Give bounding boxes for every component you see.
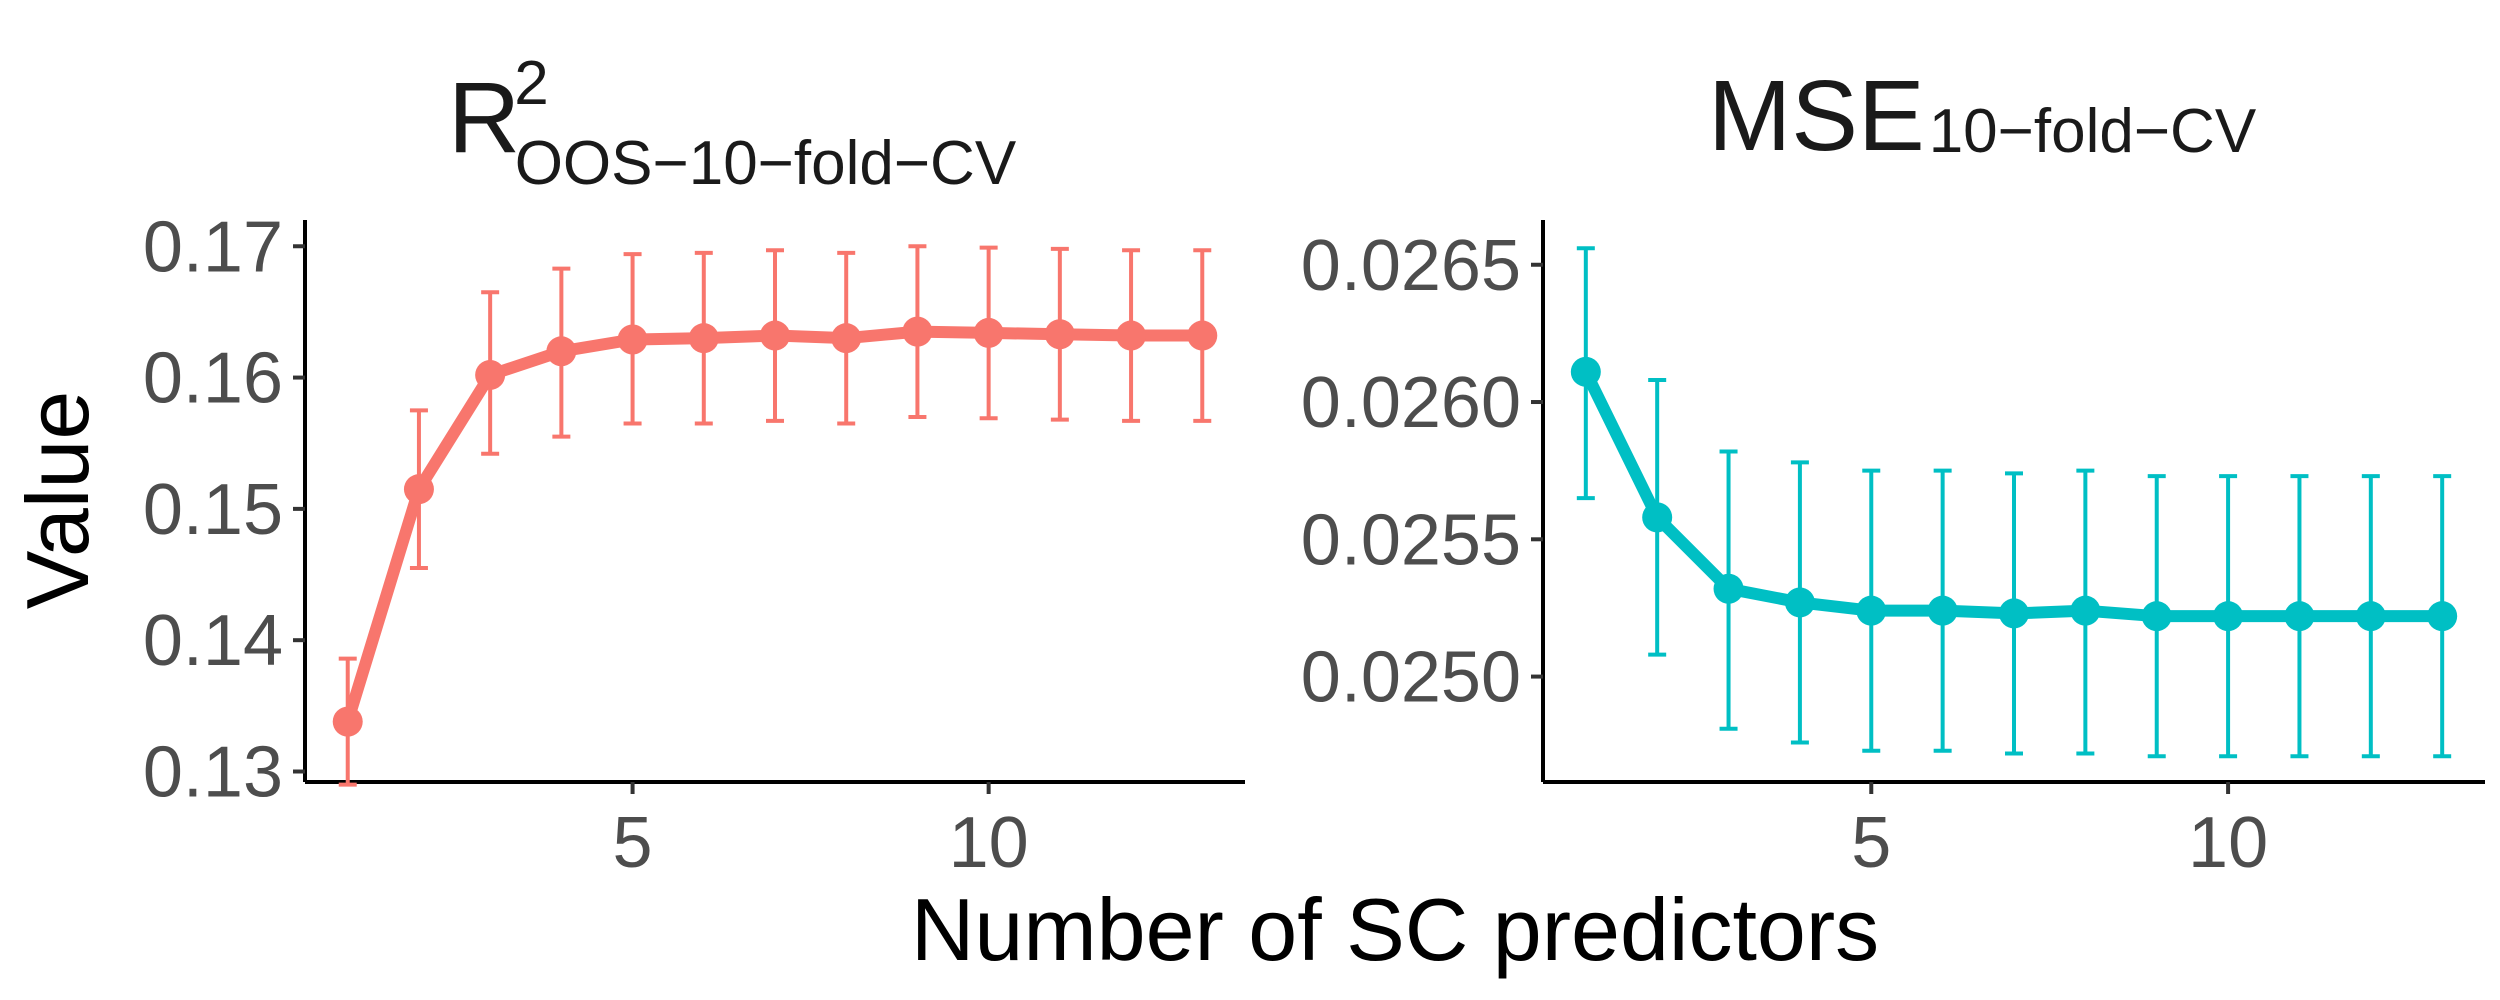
- right-data-point: [1856, 595, 1887, 626]
- left-data-point: [1187, 320, 1218, 351]
- right-title-subscript: 10−fold−CV: [1929, 97, 2257, 166]
- left-data-point: [617, 324, 648, 355]
- right-data-point: [2427, 601, 2458, 632]
- right-data-point: [1927, 595, 1958, 626]
- right-data-point: [2070, 595, 2101, 626]
- right-panel-plot: 0.0250 0.0255 0.0260 0.0265 5 10: [1301, 220, 2485, 883]
- left-data-point: [831, 323, 862, 354]
- left-y-tick-label: 0.15: [143, 470, 283, 550]
- left-y-tick-label: 0.14: [143, 601, 283, 681]
- right-data-point: [1784, 587, 1815, 618]
- left-data-point: [902, 316, 933, 347]
- left-panel-plot: 0.13 0.14 0.15 0.16 0.17 5 10: [143, 207, 1245, 883]
- left-data-point: [973, 317, 1004, 348]
- right-data-point: [1642, 502, 1673, 533]
- left-x-tick-label: 5: [613, 803, 653, 883]
- right-data-point: [1570, 356, 1601, 387]
- left-data-point: [760, 320, 790, 351]
- left-data-point: [403, 474, 434, 505]
- y-axis-label: Value: [8, 391, 107, 610]
- right-data-point: [1713, 573, 1744, 604]
- right-data-point: [2284, 601, 2315, 632]
- right-y-tick-label: 0.0265: [1301, 226, 1521, 306]
- left-data-point: [546, 336, 577, 367]
- left-title-subscript: OOS−10−fold−CV: [515, 129, 1017, 198]
- right-title-main: MSE: [1708, 60, 1925, 172]
- left-data-point: [475, 359, 506, 390]
- left-y-tick-label: 0.16: [143, 339, 283, 419]
- left-data-point: [1044, 319, 1075, 350]
- right-panel-title: MSE10−fold−CV: [1708, 60, 2257, 172]
- right-x-tick-label: 5: [1851, 803, 1891, 883]
- right-data-point: [2355, 601, 2386, 632]
- right-data-point: [1999, 598, 2029, 629]
- right-x-tick-label: 10: [2188, 803, 2268, 883]
- left-data-point: [332, 706, 363, 737]
- right-y-tick-label: 0.0250: [1301, 638, 1521, 718]
- right-y-tick-label: 0.0255: [1301, 500, 1521, 580]
- right-data-point: [2141, 601, 2172, 632]
- left-y-tick-label: 0.17: [143, 207, 283, 287]
- right-data-point: [2213, 601, 2244, 632]
- left-data-point: [1116, 320, 1147, 351]
- left-y-tick-label: 0.13: [143, 732, 283, 812]
- right-y-tick-label: 0.0260: [1301, 363, 1521, 443]
- left-panel-title: R2 OOS−10−fold−CV: [448, 49, 1017, 198]
- x-axis-label: Number of SC predictors: [911, 880, 1879, 979]
- left-x-tick-label: 10: [949, 803, 1029, 883]
- left-title-superscript: 2: [514, 49, 548, 118]
- left-title-main: R: [448, 62, 520, 174]
- left-data-point: [688, 323, 719, 354]
